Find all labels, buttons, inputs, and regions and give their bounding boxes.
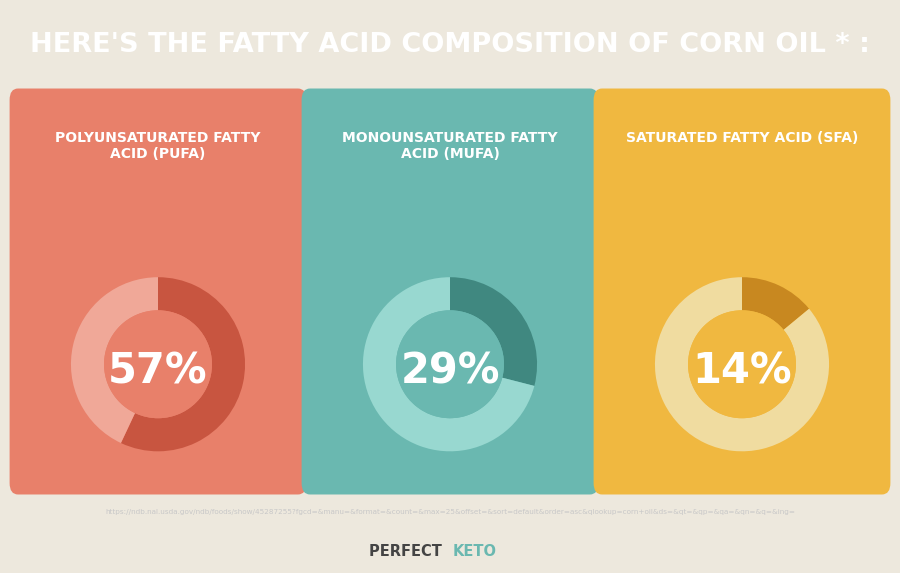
Wedge shape [71,277,158,443]
Text: MONOUNSATURATED FATTY
ACID (MUFA): MONOUNSATURATED FATTY ACID (MUFA) [342,131,558,161]
Text: SATURATED FATTY ACID (SFA): SATURATED FATTY ACID (SFA) [626,131,859,144]
Text: 57%: 57% [108,350,208,393]
Circle shape [396,311,504,418]
Wedge shape [742,277,809,330]
FancyBboxPatch shape [302,88,598,494]
Text: 29%: 29% [400,350,500,393]
Text: POLYUNSATURATED FATTY
ACID (PUFA): POLYUNSATURATED FATTY ACID (PUFA) [55,131,261,161]
Text: 14%: 14% [692,350,792,393]
Text: KETO: KETO [453,544,497,559]
Circle shape [104,311,212,418]
Text: https://ndb.nal.usda.gov/ndb/foods/show/45287255?fgcd=&manu=&format=&count=&max=: https://ndb.nal.usda.gov/ndb/foods/show/… [105,509,795,515]
FancyBboxPatch shape [10,88,306,494]
Wedge shape [450,277,537,386]
Wedge shape [655,277,829,452]
Text: PERFECT: PERFECT [369,544,447,559]
Circle shape [688,311,796,418]
Wedge shape [121,277,245,452]
Text: HERE'S THE FATTY ACID COMPOSITION OF CORN OIL * :: HERE'S THE FATTY ACID COMPOSITION OF COR… [30,32,870,58]
Wedge shape [363,277,535,452]
FancyBboxPatch shape [594,88,890,494]
